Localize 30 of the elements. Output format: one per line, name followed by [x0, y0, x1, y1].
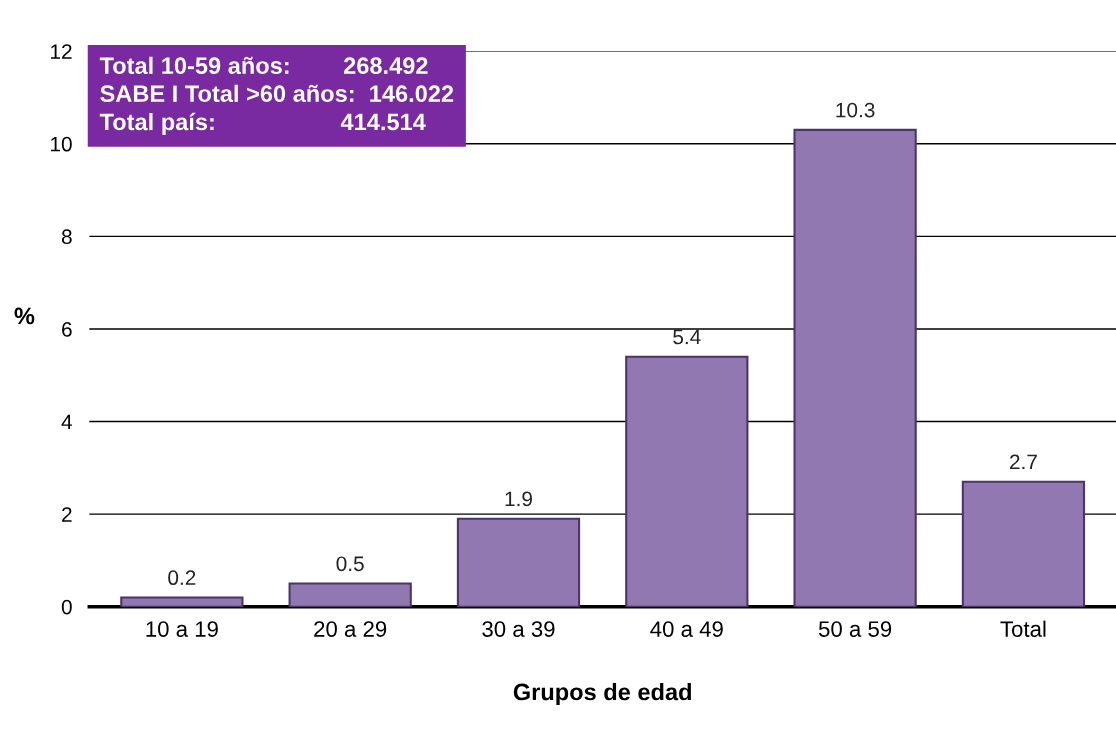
y-axis-title: %	[14, 307, 35, 325]
annotation: Total 10-59 años: 268.492	[99, 56, 428, 75]
y-tick-label: 0	[61, 599, 72, 615]
x-tick-label: 30 a 39	[482, 621, 555, 637]
y-tick-label: 10	[51, 136, 72, 152]
annotation: SABE I Total >60 años: 146.022	[100, 84, 454, 103]
y-tick-label: 2	[62, 507, 72, 522]
data-label: 5.4	[673, 329, 701, 345]
y-tick-label: 4	[61, 414, 72, 430]
bar	[288, 582, 412, 607]
bar	[456, 517, 581, 607]
y-tick-label: 12	[51, 44, 72, 59]
data-label: 10.3	[836, 102, 875, 118]
data-label: 0.2	[168, 570, 196, 586]
x-tick-label: Total	[1000, 620, 1046, 637]
x-tick-label: 10 a 19	[146, 621, 218, 637]
bar	[961, 480, 1086, 607]
y-tick-label: 6	[62, 321, 72, 337]
y-tick-label: 8	[61, 229, 72, 245]
x-tick-label: 20 a 29	[314, 621, 387, 637]
x-tick-label: 40 a 49	[650, 621, 723, 637]
data-label: 0.5	[336, 556, 364, 572]
bar	[120, 596, 244, 607]
data-label: 2.7	[1010, 454, 1037, 470]
bar	[625, 355, 749, 607]
x-tick-label: 50 a 59	[818, 621, 892, 637]
annotation: Total país: 414.514	[99, 112, 426, 136]
x-axis-title: Grupos de edad	[513, 683, 691, 706]
data-label: 1.9	[505, 491, 532, 507]
bar	[793, 128, 917, 607]
